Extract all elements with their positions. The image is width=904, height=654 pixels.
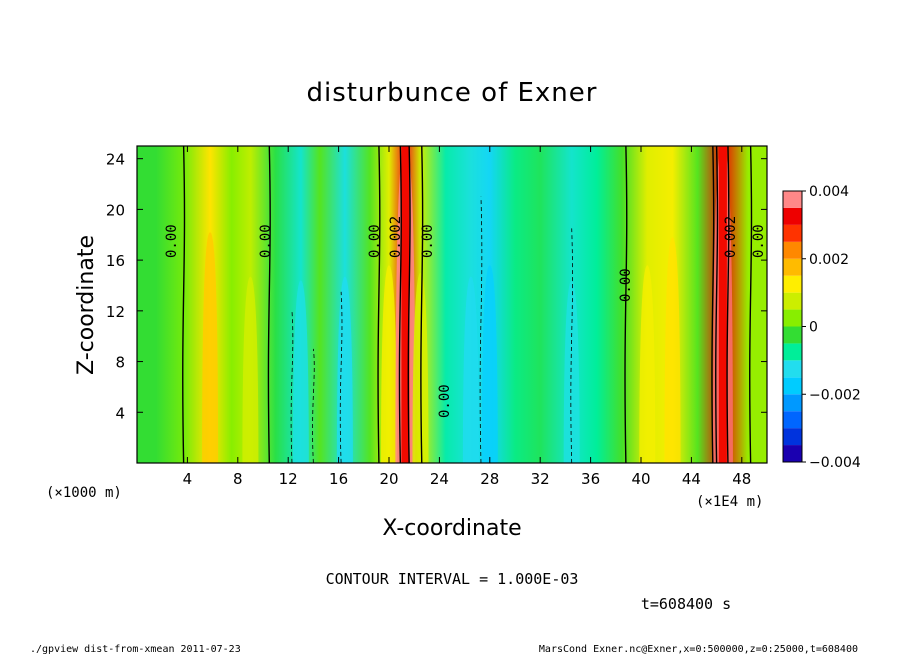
contour-lines <box>182 146 753 463</box>
x-tick-label: 48 <box>732 470 751 488</box>
colorbar-cell <box>783 343 802 361</box>
y-tick-label: 20 <box>106 201 125 219</box>
colorbar-cell <box>783 394 802 412</box>
colorbar-cell <box>783 445 802 462</box>
contour-label: 0.00 <box>618 268 634 302</box>
x-tick-label: 28 <box>480 470 499 488</box>
contour-zero <box>711 146 715 463</box>
contour-zero <box>377 146 381 463</box>
colorbar-cell <box>783 191 802 208</box>
x-tick-label: 20 <box>379 470 398 488</box>
contour-zero <box>624 146 628 463</box>
x-tick-label: 36 <box>581 470 600 488</box>
heatmap-core <box>401 146 410 463</box>
chart-title: disturbunce of Exner <box>307 78 598 108</box>
x-tick-label: 44 <box>682 470 701 488</box>
colorbar-label: 0.004 <box>809 184 849 200</box>
y-tick-label: 4 <box>115 404 125 422</box>
colorbar-label: −0.004 <box>809 455 861 471</box>
contour-label: 0.00 <box>164 224 180 258</box>
plot-area <box>137 146 767 463</box>
colorbar-cell <box>783 241 802 259</box>
x-axis: 4 8 12 16 20 24 28 32 36 40 44 48 <box>183 146 751 488</box>
heatmap-field <box>137 146 767 463</box>
heatmap-plume <box>292 280 309 463</box>
x-scale-note: (×1E4 m) <box>696 494 763 510</box>
colorbar-cell <box>783 207 802 225</box>
colorbar-cell <box>783 224 802 242</box>
heatmap-core <box>718 146 727 463</box>
x-tick-label: 4 <box>183 470 193 488</box>
x-tick-label: 16 <box>329 470 348 488</box>
colorbar-cell <box>783 258 802 276</box>
contour-negative <box>290 310 294 463</box>
x-tick-label: 40 <box>631 470 650 488</box>
contour-zero <box>749 146 753 463</box>
footer-right: MarsCond_Exner.nc@Exner,x=0:500000,z=0:2… <box>539 644 858 654</box>
x-tick-label: 24 <box>430 470 449 488</box>
y-tick-label: 24 <box>106 151 125 169</box>
contour-label: 0.00 <box>751 224 767 258</box>
y-axis: 4 8 12 16 20 24 <box>106 151 767 422</box>
x-tick-label: 8 <box>233 470 243 488</box>
x-unit-note: (×1000 m) <box>46 485 122 501</box>
contour-label: 0.00 <box>258 224 274 258</box>
y-tick-label: 8 <box>115 354 125 372</box>
colorbar-cell <box>783 309 802 327</box>
heatmap-plume <box>336 276 353 463</box>
contour-label: 0.00 <box>420 224 436 258</box>
contour-negative <box>312 348 315 463</box>
heatmap-plume <box>639 265 656 463</box>
heatmap-plume <box>242 276 259 463</box>
colorbar: 0.004 0.002 0 −0.002 −0.004 <box>782 184 861 471</box>
y-tick-label: 12 <box>106 303 125 321</box>
contour-zero <box>398 146 402 463</box>
colorbar-cell <box>783 292 802 310</box>
heatmap-plume <box>563 280 580 463</box>
contour-label: 0.002 <box>388 216 404 258</box>
heatmap-plume <box>664 237 681 463</box>
time-label: t=608400 s <box>641 595 731 613</box>
x-tick-label: 32 <box>531 470 550 488</box>
colorbar-label: −0.002 <box>809 387 861 403</box>
colorbar-cell <box>783 275 802 293</box>
x-axis-label: X-coordinate <box>382 516 521 541</box>
contour-zero <box>407 146 411 463</box>
colorbar-cell <box>783 411 802 429</box>
contour-label: 0.00 <box>437 384 453 418</box>
contour-label-group: 0.00 0.00 0.00 0.002 0.00 0.00 0.00 0.00… <box>164 216 767 418</box>
contour-zero <box>420 146 424 463</box>
colorbar-cell <box>783 360 802 378</box>
colorbar-cell <box>783 428 802 446</box>
heatmap-plume <box>381 265 397 463</box>
colorbar-labels: 0.004 0.002 0 −0.002 −0.004 <box>802 184 861 471</box>
contour-label: 0.00 <box>367 224 383 258</box>
colorbar-label: 0.002 <box>809 252 849 268</box>
contour-zero <box>267 146 271 463</box>
contour-label: 0.002 <box>723 216 739 258</box>
contour-negative <box>570 228 573 463</box>
contour-zero <box>182 146 186 463</box>
contour-zero <box>715 146 719 463</box>
colorbar-cells <box>783 191 802 462</box>
heatmap-plume <box>462 276 479 463</box>
x-tick-label: 12 <box>279 470 298 488</box>
heatmap-plume <box>202 232 219 463</box>
contour-zero <box>726 146 730 463</box>
plot-frame <box>136 145 768 464</box>
colorbar-label: 0 <box>809 320 818 336</box>
contour-interval-note: CONTOUR INTERVAL = 1.000E-03 <box>326 570 579 588</box>
heatmap-plume <box>481 265 498 463</box>
colorbar-cell <box>783 377 802 395</box>
colorbar-cell <box>783 326 802 344</box>
y-axis-label: Z-coordinate <box>74 235 99 375</box>
y-tick-label: 16 <box>106 252 125 270</box>
footer-left: ./gpview_dist-from-xmean 2011-07-23 <box>30 644 241 654</box>
contour-negative <box>339 291 343 463</box>
